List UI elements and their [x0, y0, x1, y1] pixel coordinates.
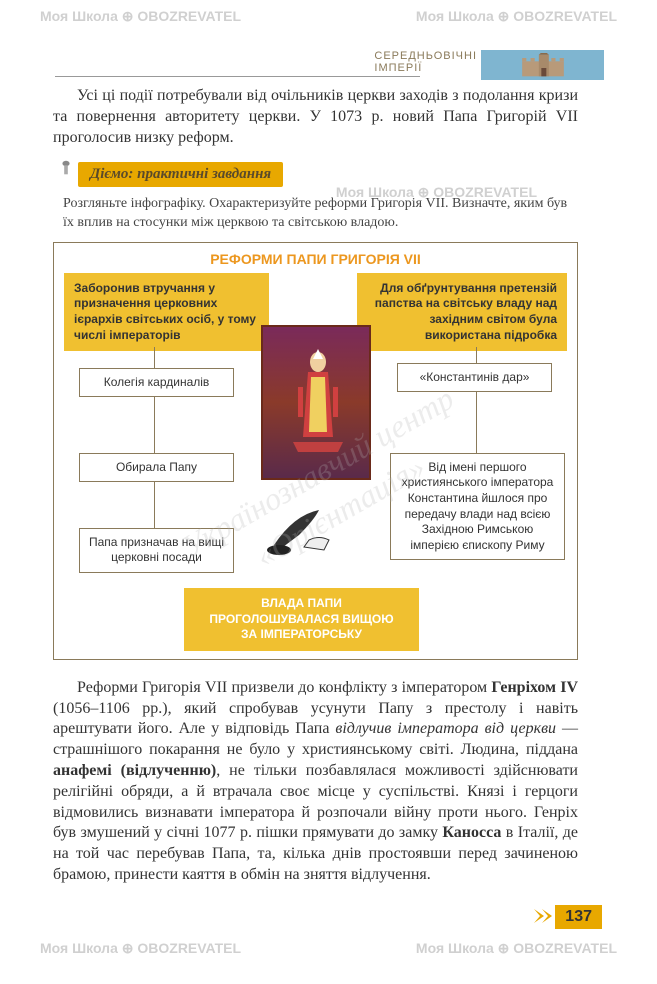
diagram-title: РЕФОРМИ ПАПИ ГРИГОРІЯ VII [62, 251, 569, 267]
connector [154, 396, 155, 453]
connector [154, 481, 155, 528]
section-header: СЕРЕДНЬОВІЧНІ ІМПЕРІЇ [374, 50, 477, 74]
page-number: 137 [555, 905, 602, 929]
watermark: Моя Школа ⊕ OBOZREVATEL [416, 8, 617, 25]
p2-t1: Реформи Григорія VII призвели до конфлік… [77, 679, 491, 696]
box-prohibition: Заборонив втручання у призначення церков… [64, 273, 269, 351]
para1-text: Усі ці події потребували від очільників … [53, 87, 578, 146]
connector [476, 347, 477, 363]
watermark: Моя Школа ⊕ OBOZREVATEL [416, 940, 617, 957]
pope-figure-icon [293, 347, 343, 457]
box-appointed: Папа призначав на вищі церковні посади [79, 528, 234, 573]
paragraph-1: Усі ці події потребували від очільників … [53, 86, 578, 148]
paragraph-2: Реформи Григорія VII призвели до конфлік… [53, 678, 578, 886]
conclusion-line-3: ЗА ІМПЕРАТОРСЬКУ [194, 627, 409, 643]
quill-icon [264, 505, 334, 560]
box-donation: «Константинів дар» [397, 363, 552, 393]
section-line-2: ІМПЕРІЇ [374, 62, 477, 74]
page-content: Усі ці події потребували від очільників … [53, 86, 578, 900]
box-conclusion: ВЛАДА ПАПИ ПРОГОЛОШУВАЛАСЯ ВИЩОЮ ЗА ІМПЕ… [184, 588, 419, 651]
conclusion-line-2: ПРОГОЛОШУВАЛАСЯ ВИЩОЮ [194, 612, 409, 628]
box-elected: Обирала Папу [79, 453, 234, 483]
p2-t4: відлучив імператора від церкви [335, 720, 556, 737]
task-instruction: Розгляньте інфографіку. Охарактеризуйте … [63, 195, 578, 231]
p2-t2: Генріхом IV [491, 679, 578, 696]
p2-t6: анафемі (відлученню) [53, 762, 216, 779]
header-decoration [481, 50, 604, 80]
lamp-icon [61, 159, 71, 177]
connector [476, 391, 477, 453]
box-explanation: Від імені першого християнського імперат… [390, 453, 565, 561]
conclusion-line-1: ВЛАДА ПАПИ [194, 596, 409, 612]
header-rule [55, 76, 420, 77]
castle-icon [518, 53, 568, 78]
watermark: Моя Школа ⊕ OBOZREVATEL [40, 940, 241, 957]
task-header: Діємо: практичні завдання [78, 162, 283, 187]
connector [154, 347, 155, 368]
section-line-1: СЕРЕДНЬОВІЧНІ [374, 50, 477, 62]
reform-diagram: РЕФОРМИ ПАПИ ГРИГОРІЯ VII Заборонив втру… [53, 242, 578, 660]
page-arrow-icon [532, 904, 557, 929]
box-justification: Для обґрунтування претензій папства на с… [357, 273, 567, 351]
p2-t8: Каносса [442, 824, 501, 841]
pope-illustration [261, 325, 371, 480]
box-cardinals: Колегія кардиналів [79, 368, 234, 398]
watermark: Моя Школа ⊕ OBOZREVATEL [40, 8, 241, 25]
